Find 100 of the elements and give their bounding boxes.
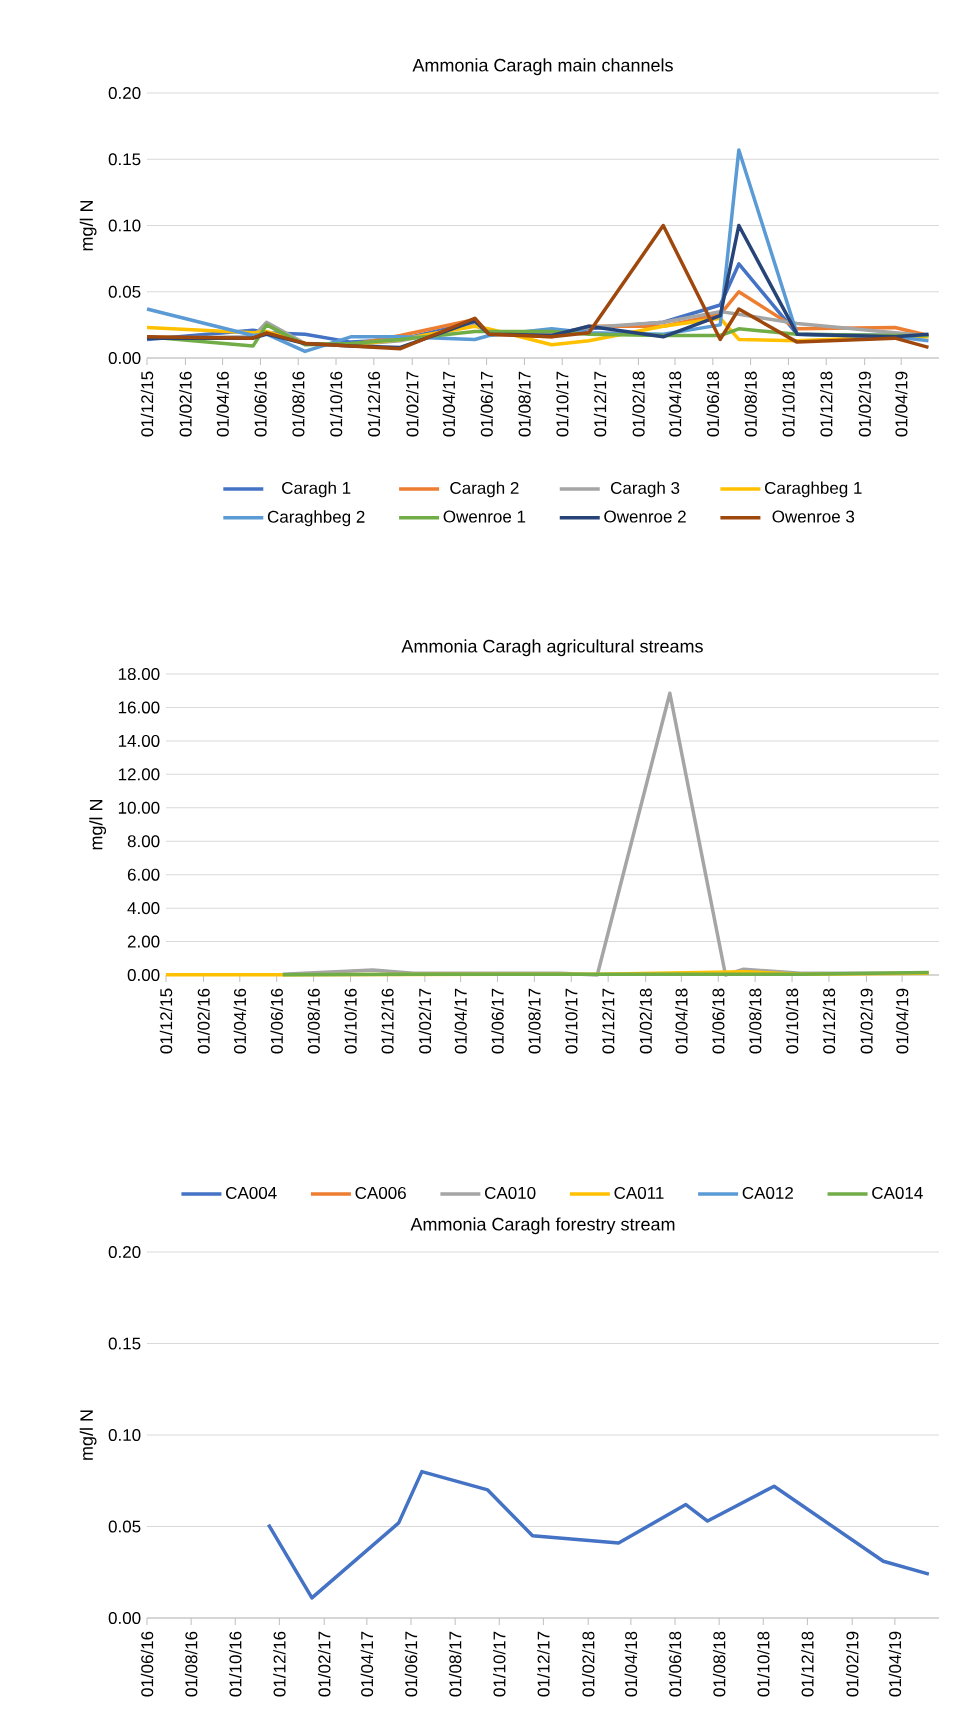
legend-label: CA012 <box>742 1186 793 1199</box>
legend-label: Caragh 1 <box>282 481 351 498</box>
x-tick-label: 01/04/16 <box>233 988 247 1054</box>
x-tick-label: 01/12/17 <box>593 371 607 437</box>
legend-label: Owenroe 1 <box>443 510 526 523</box>
x-tick-label: 01/04/19 <box>888 1631 902 1697</box>
x-tick-label: 01/12/17 <box>601 988 615 1054</box>
x-tick-label: 01/04/17 <box>442 371 456 437</box>
legend-label: Caraghbeg 1 <box>765 481 862 498</box>
x-tick-label: 01/12/18 <box>801 1631 814 1697</box>
x-tick-label: 01/12/18 <box>822 988 836 1054</box>
x-tick-label: 01/04/17 <box>360 1631 374 1697</box>
x-tick-label: 01/06/17 <box>480 371 493 437</box>
y-tick-label: 2.00 <box>127 935 160 948</box>
y-tick-label: 10.00 <box>118 801 160 814</box>
y-tick-label: 6.00 <box>127 868 160 881</box>
y-tick-label: 0.15 <box>108 153 141 166</box>
chart-title: Ammonia Caragh agricultural streams <box>401 639 703 657</box>
x-tick-label: 01/06/16 <box>270 988 283 1054</box>
x-tick-label: 01/12/18 <box>819 371 833 437</box>
y-tick-label: 0.10 <box>108 219 141 232</box>
x-tick-label: 01/10/18 <box>785 988 799 1054</box>
legend-label: Owenroe 3 <box>772 510 855 523</box>
x-tick-label: 01/02/16 <box>197 988 210 1054</box>
x-tick-label: 01/08/17 <box>528 988 541 1054</box>
x-tick-label: 01/10/18 <box>757 1631 770 1697</box>
x-tick-label: 01/04/17 <box>454 988 467 1054</box>
y-tick-label: 0.10 <box>108 1429 141 1442</box>
x-tick-label: 01/08/16 <box>184 1631 198 1697</box>
x-tick-label: 01/02/18 <box>632 371 645 437</box>
legend-label: CA006 <box>355 1186 406 1199</box>
x-tick-label: 01/06/16 <box>254 371 267 437</box>
legend-label: CA014 <box>872 1186 923 1199</box>
legend-label: Caragh 2 <box>450 481 519 498</box>
x-tick-label: 01/02/18 <box>639 988 652 1054</box>
x-tick-label: 01/04/19 <box>894 371 908 437</box>
x-tick-label: 01/04/18 <box>675 988 688 1054</box>
x-tick-label: 01/06/16 <box>140 1631 154 1697</box>
legend-label: Caraghbeg 2 <box>267 510 365 527</box>
x-tick-label: 01/12/16 <box>381 988 394 1054</box>
x-tick-label: 01/02/17 <box>418 988 432 1054</box>
y-tick-label: 0.05 <box>108 1520 141 1533</box>
x-tick-label: 01/10/16 <box>229 1631 242 1697</box>
x-tick-label: 01/12/16 <box>367 371 381 437</box>
y-axis-title: mg/l N <box>79 200 97 251</box>
x-tick-label: 01/12/15 <box>159 988 173 1054</box>
legend-label: Caragh 3 <box>610 481 680 498</box>
x-tick-label: 01/10/17 <box>493 1631 506 1697</box>
x-tick-label: 01/06/18 <box>706 371 720 437</box>
y-tick-label: 4.00 <box>127 902 160 915</box>
x-tick-label: 01/08/18 <box>748 988 762 1054</box>
y-tick-label: 0.20 <box>108 1246 141 1259</box>
y-axis-title: mg/l N <box>79 1410 97 1460</box>
x-tick-label: 01/12/16 <box>273 1631 286 1697</box>
x-tick-label: 01/02/19 <box>845 1631 859 1697</box>
x-tick-label: 01/02/19 <box>858 371 871 437</box>
y-tick-label: 0.00 <box>108 351 141 365</box>
x-tick-label: 01/04/18 <box>668 371 682 437</box>
x-tick-label: 01/10/17 <box>555 371 569 437</box>
x-tick-label: 01/10/17 <box>565 988 578 1054</box>
y-tick-label: 8.00 <box>127 835 160 848</box>
y-tick-label: 0.05 <box>108 285 141 298</box>
x-tick-label: 01/04/16 <box>216 371 229 437</box>
x-tick-label: 01/08/18 <box>744 371 757 437</box>
x-tick-label: 01/08/16 <box>291 371 305 437</box>
line-series <box>266 1469 931 1600</box>
legend-label: CA011 <box>614 1186 664 1199</box>
y-tick-label: 0.15 <box>108 1337 141 1350</box>
y-tick-label: 18.00 <box>118 667 160 681</box>
y-tick-label: 14.00 <box>118 734 160 747</box>
y-tick-label: 16.00 <box>118 701 160 714</box>
x-tick-label: 01/08/17 <box>448 1631 462 1697</box>
x-tick-label: 01/10/16 <box>329 371 343 437</box>
chart-title: Ammonia Caragh forestry stream <box>410 1217 675 1235</box>
x-tick-label: 01/10/16 <box>344 988 357 1054</box>
x-tick-label: 01/02/17 <box>406 371 419 437</box>
x-tick-label: 01/10/18 <box>782 371 795 437</box>
y-tick-label: 12.00 <box>118 768 160 781</box>
x-tick-label: 01/08/16 <box>307 988 320 1054</box>
x-tick-label: 01/12/17 <box>537 1631 550 1697</box>
y-axis-title: mg/l N <box>89 800 107 850</box>
y-tick-label: 0.00 <box>108 1612 141 1625</box>
y-tick-label: 0.00 <box>127 968 160 982</box>
x-tick-label: 01/06/17 <box>491 988 504 1054</box>
x-tick-label: 01/04/19 <box>895 988 909 1054</box>
x-tick-label: 01/04/18 <box>624 1631 638 1697</box>
chart-title: Ammonia Caragh main channels <box>412 58 673 76</box>
y-tick-label: 0.20 <box>108 86 141 100</box>
legend-label: Owenroe 2 <box>604 510 686 523</box>
x-tick-label: 01/02/16 <box>179 371 192 437</box>
legend-label: CA010 <box>485 1186 536 1199</box>
x-tick-label: 01/06/17 <box>404 1631 418 1697</box>
x-tick-label: 01/06/18 <box>712 988 725 1054</box>
legend-label: CA004 <box>226 1186 277 1199</box>
x-tick-label: 01/12/15 <box>140 371 154 437</box>
x-tick-label: 01/02/18 <box>581 1631 595 1697</box>
x-tick-label: 01/08/18 <box>712 1631 726 1697</box>
x-tick-label: 01/08/17 <box>518 371 531 437</box>
x-tick-label: 01/02/19 <box>860 988 873 1054</box>
x-tick-label: 01/02/17 <box>317 1631 331 1697</box>
